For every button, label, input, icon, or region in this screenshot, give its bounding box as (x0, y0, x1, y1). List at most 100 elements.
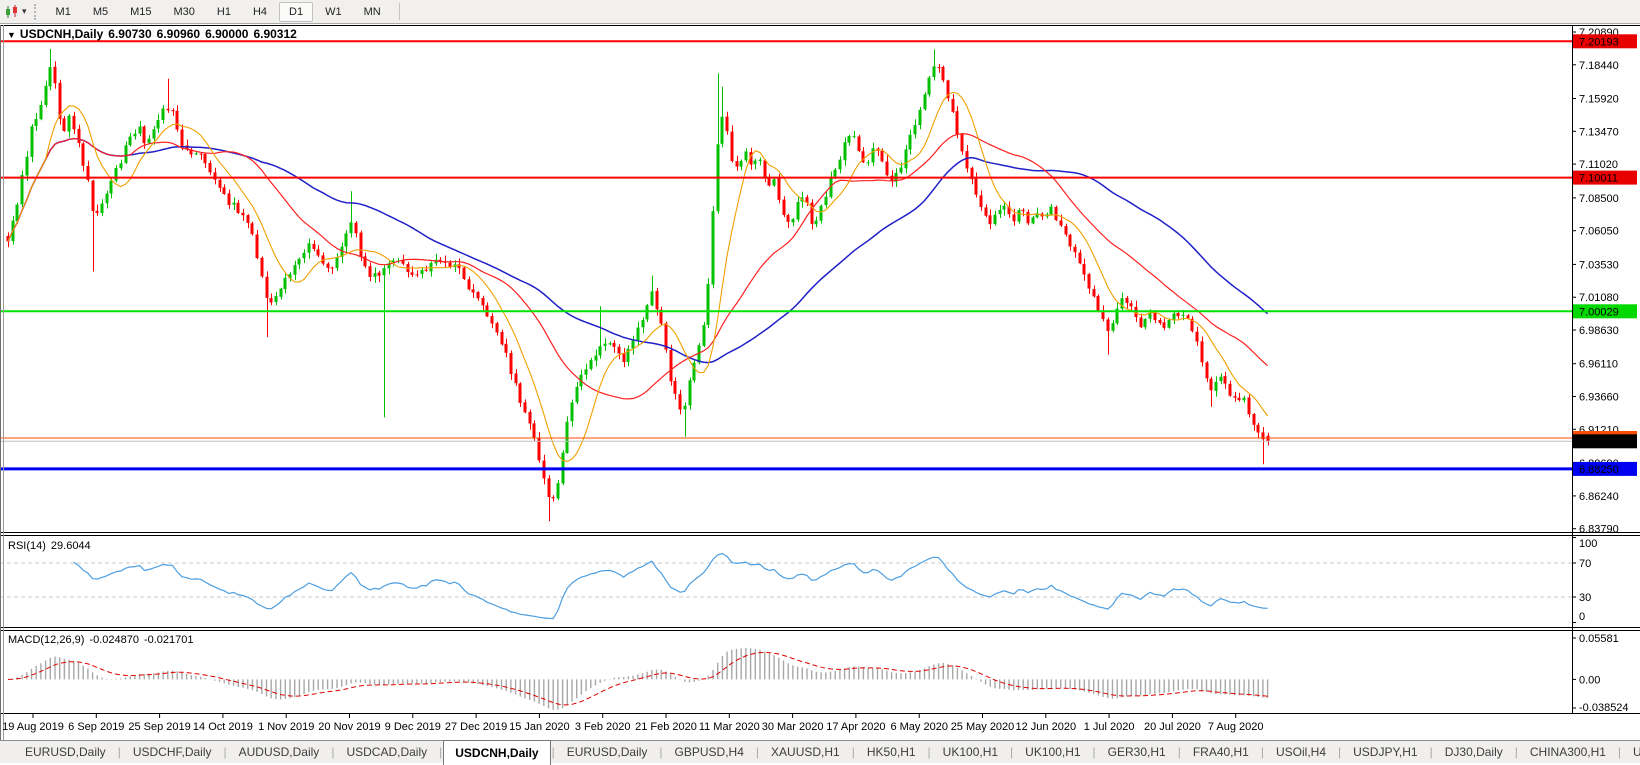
tab-uk100-h1[interactable]: UK100,H1 (1025, 745, 1081, 759)
price-tick-label: 6.86240 (1579, 491, 1619, 503)
candle (749, 147, 753, 170)
candle (1266, 432, 1270, 446)
price-level-label: 7.00029 (1573, 304, 1637, 319)
timeframe-button-h1[interactable]: H1 (216, 5, 231, 18)
tab-xauusd-h1[interactable]: XAUUSD,H1 (771, 745, 840, 759)
toolbar-grip[interactable] (33, 3, 39, 20)
candle (81, 142, 85, 172)
price-tick-label: 7.11020 (1579, 159, 1618, 171)
timeframe-button-m1[interactable]: M1 (55, 5, 71, 18)
macd-axis-label: -0.038524 (1579, 702, 1629, 714)
candle (128, 132, 132, 147)
tab-usdchf-daily[interactable]: USDCHF,Daily (132, 745, 212, 759)
candle (932, 49, 936, 81)
candle (326, 262, 330, 273)
tab-audusd-daily[interactable]: AUDUSD,Daily (238, 745, 320, 759)
price-tick-label: 6.96110 (1579, 359, 1618, 371)
candle (669, 344, 673, 386)
candle (1021, 208, 1025, 217)
macd-name: MACD(12,26,9) (8, 634, 85, 646)
timeframe-button-w1[interactable]: W1 (325, 5, 342, 18)
tab-separator: | (755, 745, 760, 759)
timeframe-button-m30[interactable]: M30 (173, 5, 195, 18)
candle (462, 266, 466, 280)
price-tick-label: 6.98630 (1579, 325, 1619, 337)
tab-usdcad-daily[interactable]: USDCAD,Daily (346, 745, 428, 759)
date-label: 25 Sep 2019 (128, 721, 190, 733)
macd-indicator-label: MACD(12,26,9) -0.024870 -0.021701 (8, 634, 194, 646)
candle (133, 129, 137, 140)
timeframe-button-m15[interactable]: M15 (130, 5, 152, 18)
candle (222, 184, 226, 195)
tab-ger30-h1[interactable]: GER30,H1 (1107, 745, 1166, 759)
timeframe-button-m5[interactable]: M5 (92, 5, 109, 18)
candle (1096, 294, 1100, 313)
candle (688, 377, 692, 410)
candle (509, 350, 513, 380)
candle (62, 116, 66, 132)
candle (119, 159, 123, 171)
chart-type-button[interactable]: ▾ (2, 4, 30, 20)
tab-separator: | (1338, 745, 1342, 759)
candle (763, 159, 767, 183)
candle (293, 260, 297, 281)
chart-title: ▼ USDCNH,Daily 6.90730 6.90960 6.90000 6.9031… (7, 27, 297, 41)
tab-usdjpy-h1[interactable]: USDJPY,H1 (1353, 745, 1418, 759)
collapse-chart-icon[interactable]: ▼ (7, 30, 16, 40)
tab-usoil-h4[interactable]: USOil,H4 (1275, 745, 1326, 759)
candle (1195, 326, 1199, 346)
candle (349, 191, 353, 238)
tab-china300-h1[interactable]: CHINA300,H1 (1529, 745, 1606, 759)
candle (429, 261, 433, 277)
tab-hk50-h1[interactable]: HK50,H1 (866, 745, 916, 759)
candle (1068, 233, 1072, 251)
candle (316, 245, 320, 258)
tab-usdcnh-daily[interactable]: USDCNH,Daily (443, 739, 551, 765)
candle (72, 111, 76, 135)
candle (1233, 391, 1237, 402)
tab-eurusd-daily[interactable]: EURUSD,Daily (25, 745, 106, 759)
candle (490, 313, 494, 329)
tab-fra40-h1[interactable]: FRA40,H1 (1192, 745, 1249, 759)
candle (420, 268, 424, 279)
candle (1172, 311, 1176, 325)
tab-usoil-h1[interactable]: USOil,H1 (1633, 745, 1640, 759)
tab-eurusd-daily[interactable]: EURUSD,Daily (566, 745, 648, 759)
candle (218, 177, 222, 192)
tab-dj30-daily[interactable]: DJ30,Daily (1444, 745, 1503, 759)
rsi-name: RSI(14) (8, 540, 46, 552)
price-tick-label: 6.93660 (1579, 392, 1619, 404)
candle (1049, 203, 1053, 216)
candle (1167, 318, 1171, 329)
candle (612, 340, 616, 353)
candle (777, 173, 781, 204)
candlestick-chart-icon (6, 4, 17, 18)
candle (1012, 208, 1016, 226)
candle (706, 278, 710, 329)
candle (547, 475, 551, 522)
timeframe-button-d1[interactable]: D1 (279, 1, 314, 22)
candle (171, 108, 175, 116)
candle (471, 283, 475, 298)
tab-gbpusd-h4[interactable]: GBPUSD,H4 (674, 745, 744, 759)
timeframe-button-h4[interactable]: H4 (252, 5, 268, 18)
chart-tabbar: EURUSD,Daily | USDCHF,Daily | AUDUSD,Daily | U… (0, 739, 1640, 765)
candle (67, 114, 71, 138)
timeframe-button-mn[interactable]: MN (363, 5, 381, 18)
candle (871, 142, 875, 166)
candle (551, 495, 555, 502)
rsi-axis-label: 30 (1579, 592, 1591, 604)
date-label: 11 Mar 2020 (699, 721, 760, 733)
tab-uk100-h1[interactable]: UK100,H1 (942, 745, 999, 759)
candle (44, 80, 48, 108)
candle (95, 204, 99, 216)
candle (960, 133, 964, 155)
candle (692, 359, 696, 383)
chart-frame (0, 25, 1640, 740)
candle (1007, 201, 1011, 218)
candle (241, 208, 245, 221)
candle (791, 218, 795, 227)
candle (589, 357, 593, 371)
ma-line-27 (7, 132, 1268, 400)
